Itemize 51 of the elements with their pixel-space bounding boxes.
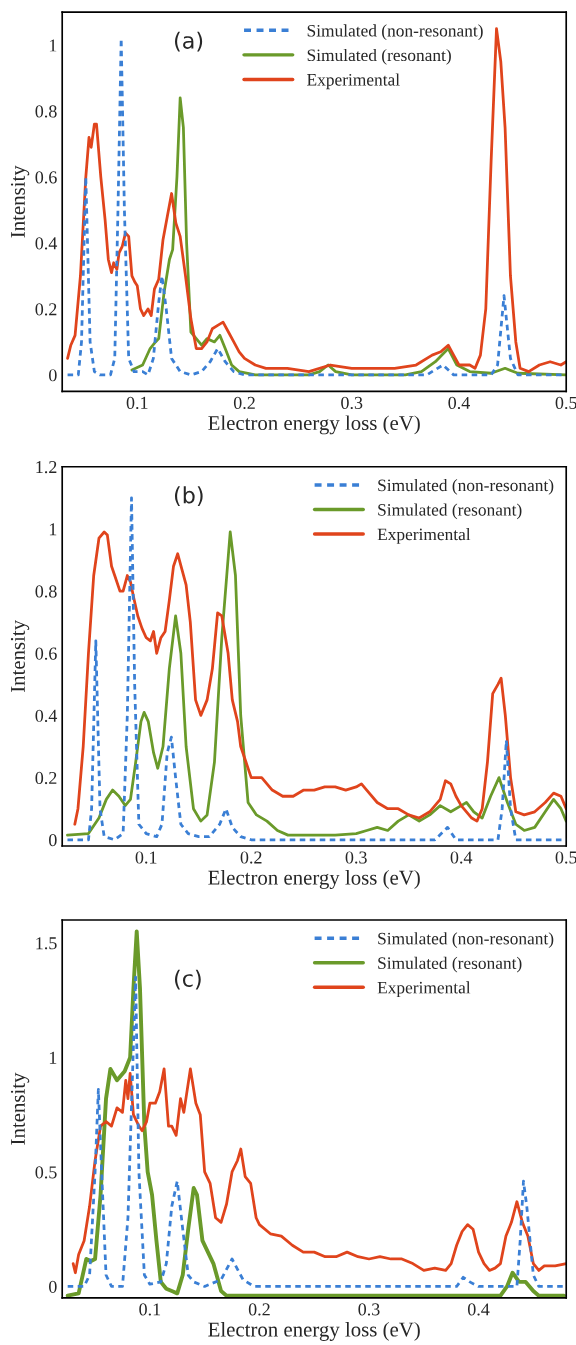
y-tick-label: 1.2 [36, 461, 57, 474]
x-tick-label: 0.1 [139, 1303, 161, 1316]
legend-label: Simulated (resonant) [378, 956, 522, 973]
x-tick-label: 0.1 [126, 396, 148, 410]
legend-label: Experimental [377, 528, 471, 544]
x-tick-label: 0.2 [233, 396, 255, 410]
x-tick-label: 0.4 [448, 396, 470, 410]
x-axis-title: Electron energy loss (eV) [208, 415, 420, 435]
y-tick-label: 1.5 [36, 937, 57, 950]
x-tick-label: 0.4 [467, 1303, 490, 1316]
x-tick-label: 0.4 [450, 851, 473, 864]
y-tick-label: 1 [49, 523, 57, 536]
y-tick-label: 0.6 [35, 647, 57, 660]
x-tick-label: 0.5 [555, 396, 576, 410]
annotation: (a) [175, 31, 203, 52]
x-axis-title: Electron energy loss (eV) [208, 870, 420, 889]
y-tick-label: 0.6 [35, 171, 57, 184]
x-tick-label: 0.3 [341, 396, 363, 410]
y-tick-label: 0.4 [35, 709, 58, 722]
y-tick-label: 0 [49, 369, 57, 382]
x-axis-title: Electron energy loss (eV) [208, 1321, 420, 1341]
y-axis-title: Intensity [10, 165, 30, 238]
y-tick-label: 0 [49, 834, 57, 847]
legend-label: Experimental [377, 981, 471, 998]
y-tick-label: 0.8 [35, 585, 57, 598]
y-tick-label: 0.2 [35, 771, 57, 785]
line-series [65, 929, 566, 1298]
y-tick-label: 0.8 [35, 105, 57, 118]
y-axis-title: Intensity [10, 1072, 30, 1145]
legend-label: Simulated (non-resonant) [307, 24, 483, 41]
y-tick-label: 1 [49, 39, 57, 52]
annotation: (b) [175, 486, 203, 507]
legend-label: Simulated (resonant) [378, 503, 522, 520]
y-tick-label: 0.4 [35, 237, 58, 250]
x-tick-label: 0.3 [358, 1303, 380, 1316]
x-tick-label: 0.5 [555, 851, 576, 864]
legend-label: Simulated (resonant) [307, 48, 451, 65]
x-tick-label: 0.3 [345, 851, 367, 864]
line-series [71, 1067, 567, 1275]
y-tick-label: 1 [49, 1051, 57, 1064]
y-axis-title: Intensity [10, 619, 30, 693]
x-tick-label: 0.2 [248, 1303, 270, 1316]
y-tick-label: 0.5 [35, 1166, 57, 1179]
x-tick-label: 0.1 [135, 851, 157, 864]
legend-label: Simulated (non-resonant) [378, 478, 554, 495]
legend-label: Experimental [307, 73, 400, 90]
x-tick-label: 0.2 [240, 851, 262, 864]
legend-label: Simulated (non-resonant) [378, 932, 554, 948]
y-tick-label: 0.2 [35, 303, 57, 316]
annotation: (c) [175, 969, 201, 990]
y-tick-label: 0 [49, 1280, 57, 1293]
